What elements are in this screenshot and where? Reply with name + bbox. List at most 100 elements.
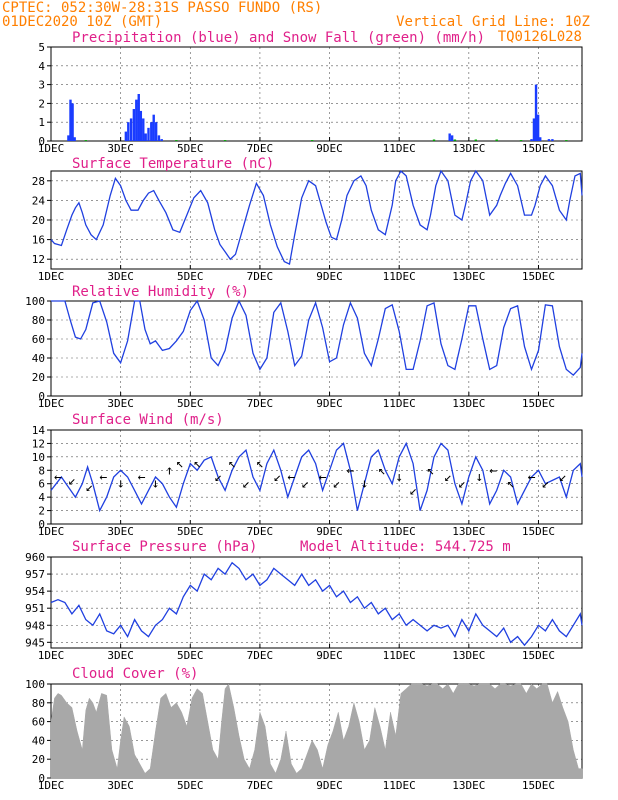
model-altitude-label: Model Altitude: 544.725 m — [300, 539, 511, 555]
precip-bar — [144, 133, 147, 141]
snow-bar — [565, 140, 568, 141]
wind-arrow: ↓ — [152, 477, 160, 492]
y-tick-label: 80 — [32, 314, 45, 327]
x-tick-label: 1DEC — [38, 779, 65, 792]
x-tick-label: 3DEC — [107, 525, 134, 538]
wind-arrow: ← — [528, 470, 536, 485]
precip-bar — [551, 139, 554, 141]
wind-arrow: ↖ — [378, 463, 386, 478]
x-tick-label: 7DEC — [247, 270, 274, 283]
x-tick-label: 13DEC — [452, 270, 485, 283]
y-tick-label: 40 — [32, 352, 45, 365]
y-tick-label: 10 — [32, 451, 45, 464]
x-tick-label: 5DEC — [177, 142, 204, 155]
x-tick-label: 7DEC — [247, 525, 274, 538]
x-tick-label: 11DEC — [383, 525, 416, 538]
precip-bar — [154, 122, 158, 141]
y-tick-label: 80 — [32, 697, 45, 710]
y-tick-label: 0 — [38, 772, 45, 785]
wind-arrow: ↖ — [507, 477, 515, 492]
precip-bar — [139, 110, 143, 141]
wind-arrow: ↖ — [256, 457, 264, 472]
wind-arrow: ↙ — [542, 477, 550, 492]
precip-bar — [73, 137, 76, 141]
panel-title: Surface Pressure (hPa) — [72, 539, 257, 555]
wind-arrow: ↓ — [117, 477, 125, 492]
x-tick-label: 7DEC — [247, 397, 274, 410]
precip-bar — [532, 118, 536, 141]
wind-arrow: ← — [54, 470, 62, 485]
wind-arrow: ↖ — [228, 457, 236, 472]
panel-title: Surface Wind (m/s) — [72, 412, 224, 428]
snow-bar — [223, 140, 227, 141]
wind-arrow: ↓ — [395, 470, 403, 485]
panel-wind: 1DEC 3DEC 5DEC 7DEC 9DEC 11DEC 13DEC 15DEC 02468… — [32, 412, 583, 538]
y-tick-label: 20 — [32, 753, 45, 766]
wind-arrow: ↓ — [475, 470, 483, 485]
wind-arrow: ↖ — [176, 457, 184, 472]
precip-bar — [539, 137, 542, 141]
snow-bar — [495, 139, 498, 141]
y-tick-label: 100 — [25, 678, 45, 691]
precip-bar — [530, 139, 533, 141]
precip-bar — [129, 118, 133, 141]
x-tick-label: 3DEC — [107, 779, 134, 792]
wind-arrow: ← — [287, 470, 295, 485]
wind-arrow: ← — [489, 463, 497, 478]
wind-arrow: ← — [99, 470, 107, 485]
wind-line — [50, 441, 583, 513]
y-tick-label: 12 — [32, 437, 45, 450]
precip-bar — [534, 84, 538, 141]
y-tick-label: 12 — [32, 253, 45, 266]
wind-arrow: ↙ — [242, 477, 250, 492]
x-tick-label: 15DEC — [522, 270, 555, 283]
panel-humidity: 1DEC 3DEC 5DEC 7DEC 9DEC 11DEC 13DEC 15DEC 0 20 40… — [25, 284, 583, 410]
x-tick-label: 3DEC — [107, 270, 134, 283]
x-tick-label: 11DEC — [383, 142, 416, 155]
x-tick-label: 13DEC — [452, 649, 485, 662]
y-tick-label: 3 — [38, 79, 45, 92]
x-tick-label: 15DEC — [522, 779, 555, 792]
wind-arrow: ↖ — [427, 463, 435, 478]
header-date: 01DEC2020 10Z (GMT) — [2, 14, 162, 30]
y-tick-label: 28 — [32, 175, 45, 188]
precip-bar — [536, 114, 540, 141]
y-tick-label: 20 — [32, 371, 45, 384]
panel-cloud: 1DEC 3DEC 5DEC 7DEC 9DEC 11DEC 13DEC 15DEC 0 20 40… — [25, 666, 583, 792]
y-tick-label: 5 — [38, 41, 45, 54]
precip-bar — [448, 133, 451, 141]
x-tick-label: 13DEC — [452, 525, 485, 538]
y-tick-label: 6 — [38, 478, 45, 491]
x-tick-label: 3DEC — [107, 397, 134, 410]
x-tick-label: 1DEC — [38, 142, 65, 155]
x-tick-label: 1DEC — [38, 649, 65, 662]
x-tick-label: 5DEC — [177, 649, 204, 662]
precip-bar — [152, 114, 155, 141]
x-tick-label: 11DEC — [383, 649, 416, 662]
wind-arrow: ↑ — [165, 463, 173, 478]
panel-title: Relative Humidity (%) — [72, 284, 249, 300]
y-tick-label: 948 — [25, 619, 45, 632]
panel-title: Cloud Cover (%) — [72, 666, 198, 682]
x-tick-label: 11DEC — [383, 397, 416, 410]
y-tick-label: 60 — [32, 333, 45, 346]
snow-bar — [175, 140, 178, 141]
y-tick-label: 0 — [38, 518, 45, 531]
header: CPTEC: 052:30W-28:31S PASSO FUNDO (RS) 0… — [2, 0, 590, 45]
y-tick-label: 60 — [32, 716, 45, 729]
x-tick-label: 3DEC — [107, 142, 134, 155]
panel-frame — [50, 46, 583, 142]
panel-title: Precipitation (blue) and Snow Fall (gree… — [72, 30, 485, 46]
cloud-cover-area — [50, 683, 583, 779]
panel-frame — [50, 429, 583, 525]
wind-arrow: ↙ — [68, 473, 76, 488]
y-tick-label: 0 — [38, 135, 45, 148]
x-tick-label: 13DEC — [452, 779, 485, 792]
wind-arrow: ← — [319, 470, 327, 485]
panels: 1DEC 3DEC 5DEC 7DEC 9DEC 11DEC 13DEC 15DEC01234… — [25, 30, 583, 792]
precip-bar — [137, 94, 140, 141]
temperature-line — [50, 169, 583, 266]
x-tick-label: 13DEC — [452, 397, 485, 410]
wind-arrow: ↙ — [409, 483, 417, 498]
